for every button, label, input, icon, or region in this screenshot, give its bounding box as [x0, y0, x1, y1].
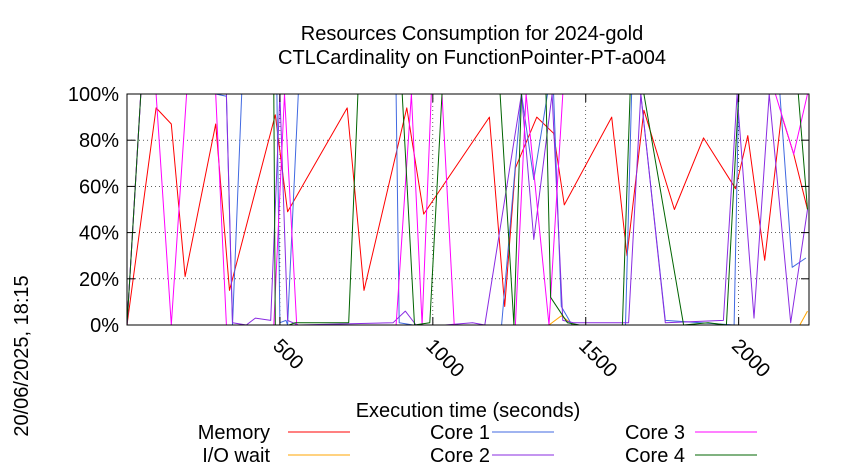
x-tick-label: 1500	[574, 335, 621, 382]
legend-label: Core 4	[625, 445, 685, 467]
legend-item-i-o-wait: I/O wait	[202, 445, 350, 467]
x-axis-ticks: 500 1000 1500 2000	[268, 94, 774, 382]
plot-frame	[126, 93, 810, 326]
legend-item-core-2: Core 2	[430, 445, 554, 467]
legend-item-core-1: Core 1	[430, 422, 554, 444]
y-tick-label: 60%	[79, 176, 119, 198]
timestamp: 20/06/2025, 18:15	[11, 275, 33, 436]
x-tick-label: 1000	[421, 335, 468, 382]
x-axis-label: Execution time (seconds)	[356, 400, 581, 422]
series-line-core-1	[126, 93, 807, 326]
y-tick-label: 20%	[79, 269, 119, 291]
x-tick-label: 500	[268, 335, 307, 374]
y-tick-label: 0%	[90, 315, 119, 337]
chart-subtitle: CTLCardinality on FunctionPointer-PT-a00…	[278, 47, 666, 69]
legend-item-core-4: Core 4	[625, 445, 757, 467]
y-axis-ticks: 0% 20% 40% 60% 80% 100%	[68, 84, 809, 337]
series-lines	[126, 93, 808, 326]
y-tick-label: 40%	[79, 223, 119, 245]
legend-item-core-3: Core 3	[625, 422, 757, 444]
legend-label: Core 3	[625, 422, 685, 444]
x-tick-label: 2000	[727, 335, 774, 382]
y-tick-label: 80%	[79, 130, 119, 152]
chart-title: Resources Consumption for 2024-gold	[301, 23, 643, 45]
legend-label: Memory	[198, 422, 270, 444]
legend-label: Core 1	[430, 422, 490, 444]
legend-label: I/O wait	[202, 445, 270, 467]
grid	[127, 94, 809, 325]
legend-item-memory: Memory	[198, 422, 350, 444]
legend-label: Core 2	[430, 445, 490, 467]
y-tick-label: 100%	[68, 84, 119, 106]
